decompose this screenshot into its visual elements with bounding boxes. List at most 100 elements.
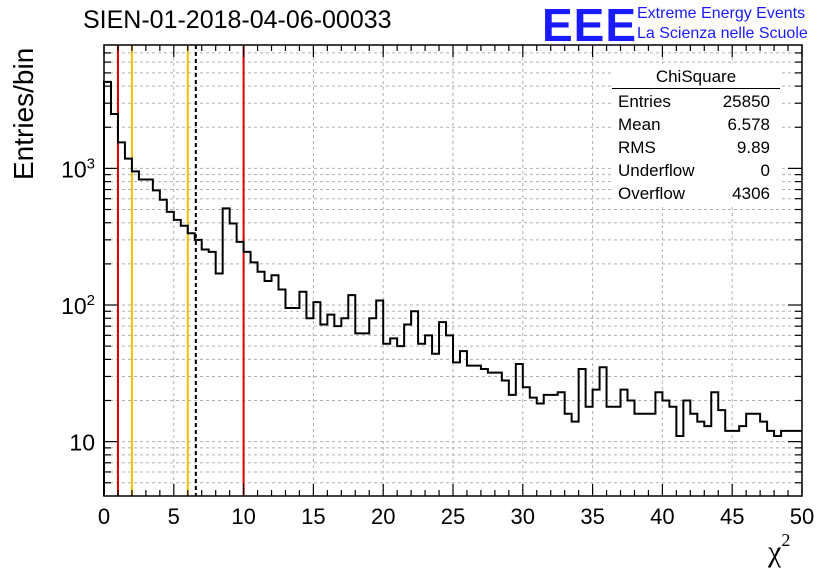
histogram-bin (767, 431, 774, 496)
histogram-series (103, 80, 802, 496)
histogram-bin (195, 240, 202, 496)
histogram-bin (299, 292, 306, 496)
histogram-bin (327, 315, 334, 496)
stats-row-overflow: Overflow 4306 (612, 181, 780, 204)
histogram-bin (669, 407, 676, 496)
x-axis-label-symbol: χ (768, 535, 782, 568)
histogram-bin (313, 302, 320, 496)
stats-value: 25850 (722, 92, 770, 111)
histogram-bin (502, 381, 509, 496)
histogram-bin (292, 308, 299, 496)
histogram-bin (641, 414, 648, 496)
histogram-bin (439, 322, 446, 496)
histogram-bin (781, 431, 788, 496)
histogram-bin (607, 407, 614, 496)
histogram-bin (683, 401, 690, 496)
histogram-bin (732, 431, 739, 496)
histogram-bin (125, 159, 132, 496)
histogram-bin (453, 362, 460, 496)
histogram-bin (230, 223, 237, 496)
histogram-bin (774, 436, 781, 496)
histogram-bin (251, 262, 258, 496)
histogram-bin (551, 395, 558, 496)
x-tick-label: 20 (371, 504, 395, 529)
x-tick-label: 35 (580, 504, 604, 529)
histogram-bin (279, 289, 286, 496)
y-tick-label-exponent: 2 (87, 292, 95, 309)
histogram-bin (146, 179, 153, 496)
y-tick-label-base: 10 (69, 430, 95, 456)
histogram-bin (662, 401, 669, 496)
histogram-bin (118, 142, 125, 496)
x-tick-label: 30 (511, 504, 535, 529)
stats-label: Overflow (618, 184, 686, 203)
stats-row-entries: Entries 25850 (612, 89, 780, 112)
histogram-bin (760, 422, 767, 496)
histogram-bin (788, 431, 795, 496)
histogram-bin (209, 252, 216, 496)
chart-title: SIEN-01-2018-04-06-00033 (83, 6, 392, 34)
histogram-bin (285, 308, 292, 496)
histogram-bin (334, 326, 341, 496)
histogram-bin (306, 318, 313, 496)
x-tick-label: 15 (301, 504, 325, 529)
histogram-bin (237, 242, 244, 496)
y-tick-label: 103 (61, 155, 95, 182)
histogram-bin (746, 414, 753, 496)
histogram-bin (139, 179, 146, 496)
x-tick-label: 50 (790, 504, 814, 529)
histogram-bin (272, 275, 279, 496)
stats-row-mean: Mean 6.578 (612, 112, 780, 135)
histogram-bin (153, 190, 160, 496)
histogram-bin (223, 208, 230, 496)
x-tick-label: 5 (168, 504, 180, 529)
stats-box: ChiSquare Entries 25850 Mean 6.578 RMS 9.89… (612, 64, 780, 204)
histogram-bin (446, 335, 453, 496)
histogram-bin (725, 431, 732, 496)
histogram-bin (544, 395, 551, 496)
histogram-bin (648, 414, 655, 496)
histogram-bin (697, 422, 704, 496)
histogram-bin (348, 295, 355, 496)
histogram-bin (614, 407, 621, 496)
histogram-bin (739, 426, 746, 496)
y-tick-label-base: 10 (61, 293, 87, 319)
histogram-bin (425, 335, 432, 496)
histogram-bin (516, 364, 523, 496)
stats-value: 0 (760, 161, 770, 180)
histogram-bin (167, 212, 174, 496)
logo-line-2: La Scienza nelle Scuole (637, 25, 808, 42)
histogram-bin (600, 367, 607, 496)
stats-row-underflow: Underflow 0 (612, 158, 780, 181)
histogram-bin (258, 272, 265, 496)
logo-text: Extreme Energy Events La Scienza nelle S… (637, 4, 808, 44)
histogram-bin (418, 344, 425, 496)
histogram-bin (104, 82, 111, 496)
histogram-bin (188, 233, 195, 496)
histogram-bin (495, 373, 502, 496)
stats-value: 6.578 (727, 115, 770, 134)
histogram-bin (586, 407, 593, 496)
histogram-bin (523, 387, 530, 496)
histogram-bin (655, 392, 662, 496)
stats-label: RMS (618, 138, 656, 157)
histogram-bin (795, 431, 802, 496)
stats-label: Entries (618, 92, 671, 111)
histogram-bin (704, 426, 711, 496)
histogram-bin (404, 324, 411, 496)
x-tick-label: 40 (650, 504, 674, 529)
histogram-bin (711, 392, 718, 496)
histogram-bin (579, 369, 586, 496)
histogram-bin (432, 354, 439, 496)
histogram-bin (474, 366, 481, 496)
histogram-bin (362, 333, 369, 496)
histogram-bin (160, 200, 167, 496)
stats-value: 9.89 (736, 138, 770, 157)
histogram-bin (341, 318, 348, 496)
x-axis-label: χ2 (768, 530, 790, 569)
histogram-bin (320, 324, 327, 496)
histogram-bin (565, 414, 572, 496)
histogram-bin (244, 252, 251, 496)
